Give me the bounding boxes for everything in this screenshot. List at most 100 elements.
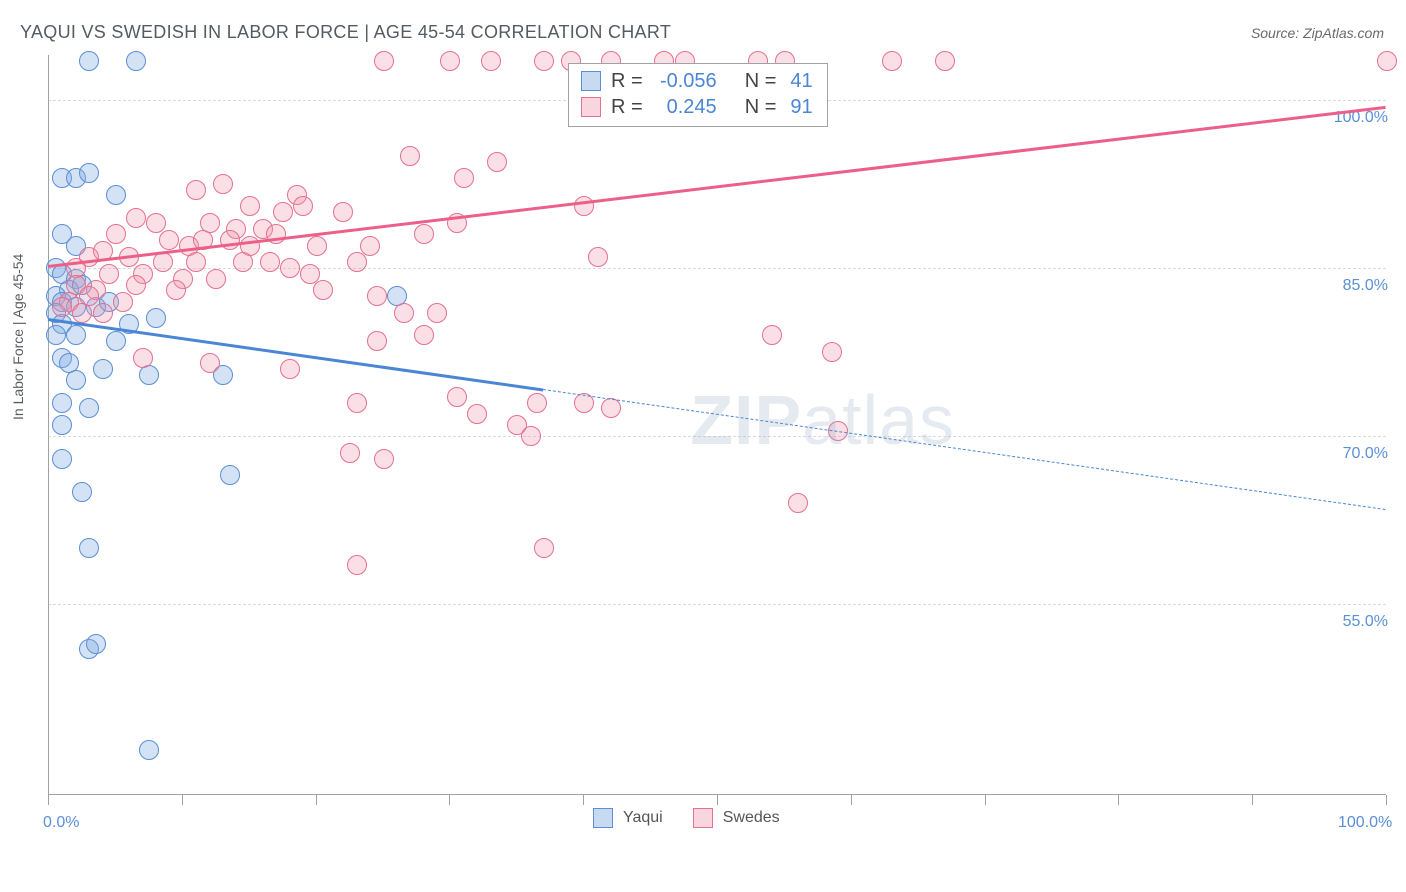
scatter-point <box>166 280 186 300</box>
scatter-point <box>347 555 367 575</box>
scatter-point <box>394 303 414 323</box>
scatter-point <box>66 370 86 390</box>
scatter-point <box>220 465 240 485</box>
scatter-point <box>113 292 133 312</box>
scatter-point <box>79 398 99 418</box>
scatter-point <box>280 258 300 278</box>
scatter-point <box>374 449 394 469</box>
x-tick <box>48 795 49 805</box>
legend-swatch <box>593 808 613 828</box>
scatter-point <box>935 51 955 71</box>
scatter-point <box>313 280 333 300</box>
scatter-point <box>186 180 206 200</box>
legend: YaquiSwedes <box>593 808 780 828</box>
scatter-point <box>762 325 782 345</box>
scatter-point <box>206 269 226 289</box>
plot-area <box>48 55 1386 795</box>
scatter-point <box>374 51 394 71</box>
stat-r-label: R = <box>611 68 643 94</box>
scatter-point <box>601 398 621 418</box>
legend-item: Yaqui <box>593 808 663 828</box>
x-tick-label: 100.0% <box>1338 814 1392 832</box>
x-tick <box>985 795 986 805</box>
x-tick <box>316 795 317 805</box>
stat-n-value: 41 <box>790 68 812 94</box>
scatter-point <box>1377 51 1397 71</box>
scatter-point <box>46 325 66 345</box>
scatter-point <box>487 152 507 172</box>
x-tick <box>717 795 718 805</box>
stat-n-value: 91 <box>790 94 812 120</box>
scatter-point <box>273 202 293 222</box>
scatter-point <box>153 252 173 272</box>
x-tick-label: 0.0% <box>43 814 79 832</box>
scatter-point <box>66 325 86 345</box>
scatter-point <box>186 252 206 272</box>
scatter-point <box>200 353 220 373</box>
scatter-point <box>79 163 99 183</box>
x-tick <box>583 795 584 805</box>
chart-title: YAQUI VS SWEDISH IN LABOR FORCE | AGE 45… <box>20 22 671 43</box>
x-tick <box>182 795 183 805</box>
x-tick <box>449 795 450 805</box>
scatter-point <box>126 275 146 295</box>
scatter-point <box>106 224 126 244</box>
scatter-point <box>414 224 434 244</box>
scatter-point <box>146 213 166 233</box>
scatter-point <box>360 236 380 256</box>
scatter-point <box>106 331 126 351</box>
scatter-point <box>293 196 313 216</box>
scatter-point <box>260 252 280 272</box>
scatter-point <box>93 303 113 323</box>
scatter-point <box>340 443 360 463</box>
stat-r-value: -0.056 <box>657 68 717 94</box>
scatter-point <box>99 264 119 284</box>
scatter-point <box>307 236 327 256</box>
scatter-point <box>72 482 92 502</box>
y-axis-label: In Labor Force | Age 45-54 <box>10 254 26 420</box>
scatter-point <box>333 202 353 222</box>
scatter-point <box>400 146 420 166</box>
scatter-point <box>367 286 387 306</box>
scatter-point <box>213 174 233 194</box>
scatter-point <box>159 230 179 250</box>
scatter-point <box>882 51 902 71</box>
scatter-point <box>822 342 842 362</box>
scatter-point <box>427 303 447 323</box>
scatter-point <box>447 387 467 407</box>
scatter-point <box>146 308 166 328</box>
source-attribution: Source: ZipAtlas.com <box>1251 25 1384 41</box>
scatter-point <box>367 331 387 351</box>
scatter-point <box>280 359 300 379</box>
scatter-point <box>481 51 501 71</box>
scatter-point <box>467 404 487 424</box>
scatter-point <box>79 51 99 71</box>
x-tick <box>851 795 852 805</box>
legend-swatch <box>581 71 601 91</box>
scatter-point <box>440 51 460 71</box>
scatter-point <box>300 264 320 284</box>
scatter-point <box>414 325 434 345</box>
scatter-point <box>93 359 113 379</box>
scatter-point <box>347 393 367 413</box>
legend-label: Yaqui <box>623 809 663 827</box>
scatter-point <box>126 51 146 71</box>
scatter-point <box>521 426 541 446</box>
stat-row: R = -0.056 N = 41 <box>581 68 813 94</box>
scatter-point <box>139 740 159 760</box>
scatter-point <box>347 252 367 272</box>
x-tick <box>1118 795 1119 805</box>
stat-r-label: R = <box>611 94 643 120</box>
scatter-point <box>86 634 106 654</box>
scatter-point <box>240 196 260 216</box>
statistics-box: R = -0.056 N = 41R = 0.245 N = 91 <box>568 63 828 127</box>
scatter-point <box>588 247 608 267</box>
scatter-point <box>454 168 474 188</box>
stat-row: R =0.245N =91 <box>581 94 813 120</box>
legend-swatch <box>581 97 601 117</box>
scatter-point <box>79 538 99 558</box>
stat-r-value: 0.245 <box>657 94 717 120</box>
stat-n-label: N = <box>745 68 777 94</box>
scatter-point <box>52 297 72 317</box>
scatter-point <box>788 493 808 513</box>
